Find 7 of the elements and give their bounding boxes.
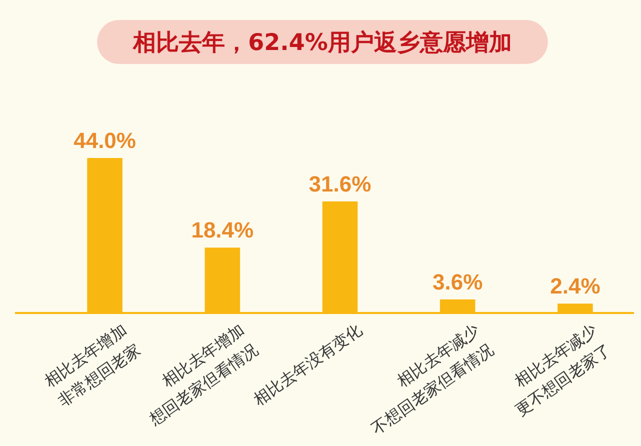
data-label: 44.0% [74, 128, 136, 153]
title: 相比去年，62.4%用户返乡意愿增加 [97, 20, 548, 64]
chart-title: 相比去年，62.4%用户返乡意愿增加 [132, 29, 512, 56]
data-label: 18.4% [191, 218, 254, 243]
data-label: 31.6% [308, 171, 372, 196]
data-label: 3.6% [432, 269, 483, 294]
data-label: 2.4% [550, 274, 600, 299]
